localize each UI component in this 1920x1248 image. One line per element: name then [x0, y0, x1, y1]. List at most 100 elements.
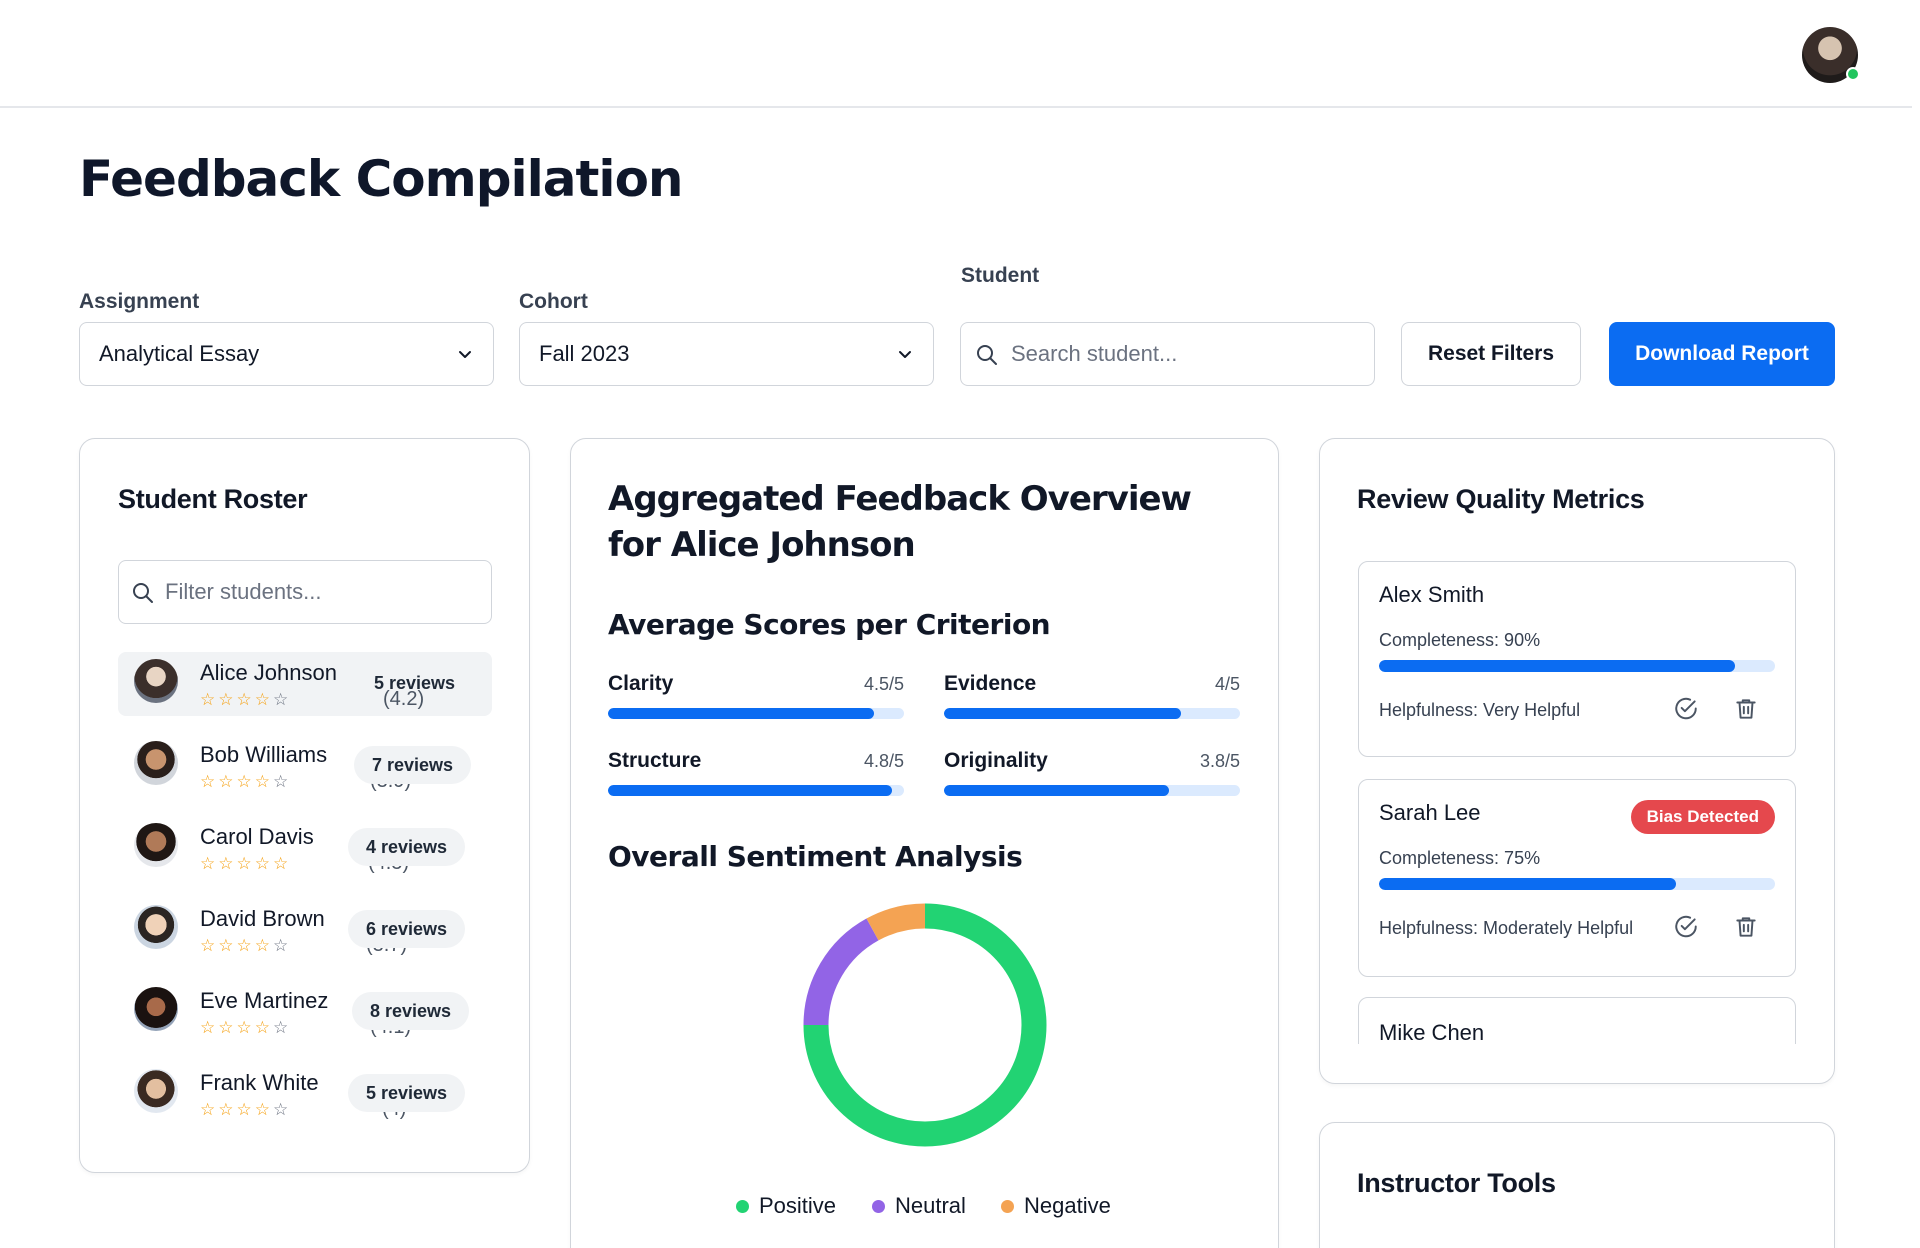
reviewer-card: Mike Chen: [1358, 997, 1796, 1044]
reviewer-name: Alex Smith: [1379, 582, 1485, 607]
check-circle-icon[interactable]: [1673, 696, 1699, 722]
trash-icon[interactable]: [1733, 914, 1759, 940]
student-avatar: [134, 741, 178, 785]
star-rating: ☆☆☆☆☆: [200, 854, 291, 874]
reviewer-card: Sarah Lee Bias Detected Completeness: 75…: [1358, 779, 1796, 977]
completeness-bar: [1379, 660, 1775, 672]
star-icon: ☆: [200, 772, 219, 791]
student-name: David Brown: [200, 906, 325, 931]
scores-title: Average Scores per Criterion: [608, 608, 1051, 641]
page-title: Feedback Compilation: [79, 150, 684, 208]
student-search-input[interactable]: Search student...: [960, 322, 1375, 386]
criterion-bar-fill: [608, 708, 875, 719]
student-avatar: [134, 1069, 178, 1113]
criterion-name: Originality: [944, 749, 1048, 772]
completeness-bar: [1379, 878, 1775, 890]
roster-item[interactable]: David Brown☆☆☆☆☆(3.7)6 reviews: [118, 898, 492, 962]
criterion-bar-fill: [944, 785, 1169, 796]
criterion-bar: [608, 708, 904, 719]
search-icon: [977, 345, 997, 365]
review-count-badge: 6 reviews: [348, 910, 466, 948]
donut-segment-neutral: [803, 918, 879, 1026]
criterion-name: Structure: [608, 749, 702, 772]
criterion-originality: Originality 3.8/5: [944, 749, 1240, 809]
student-avatar: [134, 659, 178, 703]
roster-item[interactable]: Bob Williams☆☆☆☆☆(3.9)7 reviews: [118, 734, 492, 798]
reviewer-list[interactable]: Alex Smith Completeness: 90% Helpfulness…: [1320, 548, 1834, 1044]
completeness-bar-fill: [1379, 878, 1676, 890]
roster-item[interactable]: Frank White☆☆☆☆☆(4)5 reviews: [118, 1062, 492, 1126]
star-icon: ☆: [254, 1018, 273, 1037]
criterion-value: 4.5/5: [863, 674, 904, 694]
criterion-bar: [944, 785, 1240, 796]
student-search-placeholder: Search student...: [1011, 341, 1178, 366]
review-count-badge: 7 reviews: [354, 746, 472, 784]
cohort-label: Cohort: [519, 290, 588, 313]
review-count-badge: 4 reviews: [348, 828, 466, 866]
roster-item[interactable]: Alice Johnson ☆☆☆☆☆ (4.2) 5 reviews: [118, 652, 492, 716]
online-status-dot: [1846, 67, 1860, 81]
star-icon: ☆: [200, 854, 219, 873]
roster-filter-input[interactable]: Filter students...: [118, 560, 492, 624]
star-icon: ☆: [273, 772, 292, 791]
criterion-name: Clarity: [608, 672, 674, 695]
criterion-clarity: Clarity 4.5/5: [608, 672, 904, 732]
criterion-structure: Structure 4.8/5: [608, 749, 904, 809]
assignment-label: Assignment: [79, 290, 200, 313]
star-icon: ☆: [254, 772, 273, 791]
helpfulness-label: Helpfulness: Very Helpful: [1379, 700, 1581, 720]
legend-label: Neutral: [895, 1193, 966, 1218]
cohort-select[interactable]: Fall 2023: [519, 322, 934, 386]
star-icon: ☆: [254, 854, 273, 873]
chevron-down-icon: [459, 351, 471, 358]
roster-filter-placeholder: Filter students...: [165, 579, 322, 604]
star-icon: ☆: [218, 1018, 237, 1037]
completeness-bar-fill: [1379, 660, 1736, 672]
legend-positive: Positive: [736, 1193, 836, 1219]
star-rating: ☆☆☆☆☆: [200, 1018, 291, 1038]
completeness-label: Completeness: 75%: [1379, 848, 1541, 868]
student-score: (4.2): [383, 688, 425, 710]
review-count-badge: 5 reviews: [348, 1074, 466, 1112]
legend-label: Negative: [1024, 1193, 1111, 1218]
star-icon: ☆: [200, 690, 219, 709]
download-report-button[interactable]: Download Report: [1609, 322, 1835, 386]
assignment-select[interactable]: Analytical Essay: [79, 322, 494, 386]
review-count-badge: 5 reviews: [374, 672, 456, 693]
overview-title: Aggregated Feedback Overview for Alice J…: [608, 479, 1192, 565]
user-avatar[interactable]: [1802, 27, 1860, 83]
trash-icon[interactable]: [1733, 696, 1759, 722]
star-icon: ☆: [273, 1100, 292, 1119]
check-circle-icon[interactable]: [1673, 914, 1699, 940]
criterion-evidence: Evidence 4/5: [944, 672, 1240, 732]
helpfulness-label: Helpfulness: Moderately Helpful: [1379, 918, 1634, 938]
star-icon: ☆: [236, 772, 255, 791]
student-name: Bob Williams: [200, 742, 328, 767]
student-name: Frank White: [200, 1070, 319, 1095]
roster-item[interactable]: Carol Davis☆☆☆☆☆(4.5)4 reviews: [118, 816, 492, 880]
donut-segment-positive: [803, 903, 1047, 1147]
assignment-value: Analytical Essay: [99, 341, 260, 366]
star-icon: ☆: [200, 1018, 219, 1037]
review-quality-title: Review Quality Metrics: [1357, 484, 1645, 514]
star-icon: ☆: [254, 1100, 273, 1119]
star-rating: ☆☆☆☆☆: [200, 690, 291, 710]
roster-title: Student Roster: [118, 484, 308, 514]
feedback-overview-card: [570, 438, 1279, 1248]
student-name: Alice Johnson: [200, 660, 337, 685]
search-icon: [133, 583, 153, 603]
star-icon: ☆: [200, 1100, 219, 1119]
star-icon: ☆: [200, 936, 219, 955]
criterion-value: 4.8/5: [863, 751, 904, 771]
legend-dot-negative: [1001, 1199, 1014, 1213]
star-icon: ☆: [254, 690, 273, 709]
student-avatar: [134, 905, 178, 949]
reviewer-card: Alex Smith Completeness: 90% Helpfulness…: [1358, 561, 1796, 757]
sentiment-title: Overall Sentiment Analysis: [608, 840, 1023, 873]
star-icon: ☆: [236, 1100, 255, 1119]
legend-negative: Negative: [1001, 1193, 1111, 1219]
bias-detected-badge: Bias Detected: [1630, 800, 1775, 834]
star-rating: ☆☆☆☆☆: [200, 936, 291, 956]
roster-item[interactable]: Eve Martinez☆☆☆☆☆(4.1)8 reviews: [118, 980, 492, 1044]
reset-filters-button[interactable]: Reset Filters: [1401, 322, 1581, 386]
